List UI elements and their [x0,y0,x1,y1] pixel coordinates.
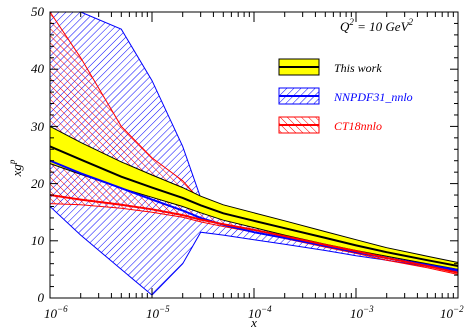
y-tick-label-40: 40 [31,61,45,76]
x-tick-label-1e-6: 10−6 [44,304,68,321]
y-tick-label-30: 30 [30,119,45,134]
central-lines [50,145,458,274]
x-tick-label-1e-5: 10−5 [146,304,170,321]
uncertainty-bands [50,12,458,296]
x-tick-label-1e-2: 10−2 [440,304,464,321]
legend: This work NNPDF31_nnlo CT18nnlo [278,58,413,134]
y-axis-title: xgp [7,159,24,177]
legend-label-ct18: CT18nnlo [334,119,382,133]
y-tick-label-0: 0 [38,290,45,305]
y-tick-labels: 0 10 20 30 40 50 [30,4,45,305]
legend-entry-ct18: CT18nnlo [278,116,382,134]
legend-entry-nnpdf: NNPDF31_nnlo [278,87,413,105]
line-ct18nnlo [50,194,458,274]
band-nnpdf31-nnlo [50,12,458,296]
x-axis-title: x [250,315,257,329]
line-this-work [50,145,458,267]
legend-label-nnpdf: NNPDF31_nnlo [333,90,413,104]
x-tick-label-1e-3: 10−3 [350,304,374,321]
y-tick-label-10: 10 [31,233,45,248]
axis-ticks [49,11,458,299]
legend-entry-this-work: This work [278,58,382,76]
q2-annotation: Q2 = 10 GeV2 [340,17,414,34]
x-tick-labels: 10−6 10−5 10−4 10−3 10−2 [44,304,464,321]
band-this-work [50,125,458,270]
y-tick-label-50: 50 [31,4,45,19]
legend-label-this-work: This work [334,61,382,75]
x-tick-label-1e-4: 10−4 [248,304,272,321]
y-tick-label-20: 20 [31,176,45,191]
